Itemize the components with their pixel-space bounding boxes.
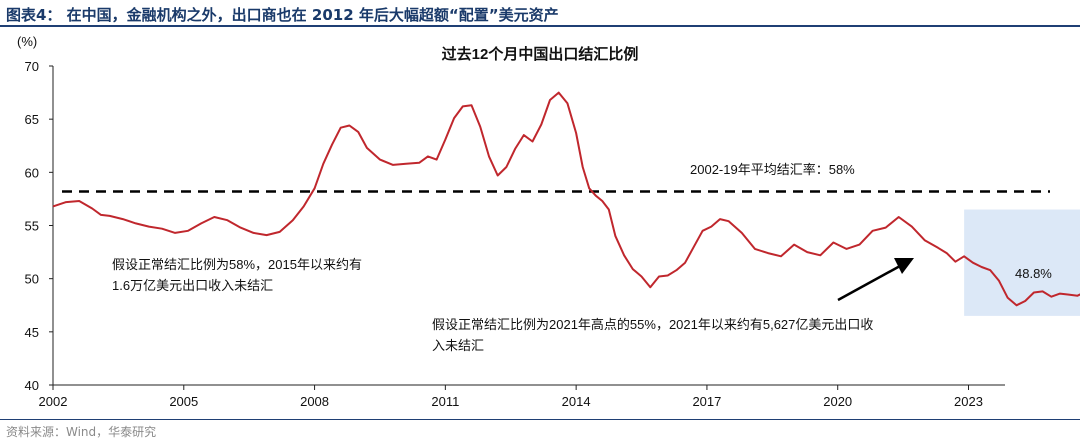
x-tick-label: 2011 — [431, 394, 459, 409]
y-tick-label: 60 — [25, 165, 39, 180]
annotation-2015-line2: 1.6万亿美元出口收入未结汇 — [112, 278, 273, 293]
y-axis-unit: (%) — [17, 34, 37, 49]
annotation-2021-line1: 假设正常结汇比例为2021年高点的55%，2021年以来约有5,627亿美元出口… — [432, 317, 873, 332]
x-tick-label: 2023 — [954, 394, 983, 409]
chart-title: 过去12个月中国出口结汇比例 — [442, 45, 639, 63]
annotation-2015-line1: 假设正常结汇比例为58%，2015年以来约有 — [112, 257, 362, 272]
annotation-2021-line2: 入未结汇 — [432, 338, 484, 353]
y-tick-label: 50 — [25, 272, 39, 287]
annotation-arrow-head — [894, 258, 914, 274]
y-tick-label: 65 — [25, 112, 39, 127]
source-note: 资料来源：Wind，华泰研究 — [6, 425, 157, 439]
reference-line-label: 2002-19年平均结汇率：58% — [690, 162, 855, 177]
x-tick-label: 2017 — [692, 394, 721, 409]
y-tick-label: 45 — [25, 325, 39, 340]
x-tick-label: 2005 — [169, 394, 198, 409]
y-tick-label: 40 — [25, 378, 39, 393]
x-tick-label: 2002 — [39, 394, 68, 409]
y-tick-label: 55 — [25, 219, 39, 234]
y-tick-label: 70 — [25, 59, 39, 74]
annotation-arrow — [837, 264, 901, 302]
highlight-region — [964, 209, 1080, 316]
series-line — [52, 91, 1080, 307]
line-chart: 过去12个月中国出口结汇比例 (%) 40 45 50 55 60 65 70 2002 20… — [17, 34, 1080, 409]
title-divider — [0, 25, 1080, 27]
latest-value-label: 48.8% — [1015, 266, 1052, 281]
x-tick-label: 2014 — [562, 394, 591, 409]
x-tick-label: 2020 — [823, 394, 852, 409]
source-divider — [0, 419, 1080, 420]
figure-title: 图表4： 在中国，金融机构之外，出口商也在 2012 年后大幅超额“配置”美元资… — [6, 6, 559, 24]
x-tick-label: 2008 — [300, 394, 329, 409]
